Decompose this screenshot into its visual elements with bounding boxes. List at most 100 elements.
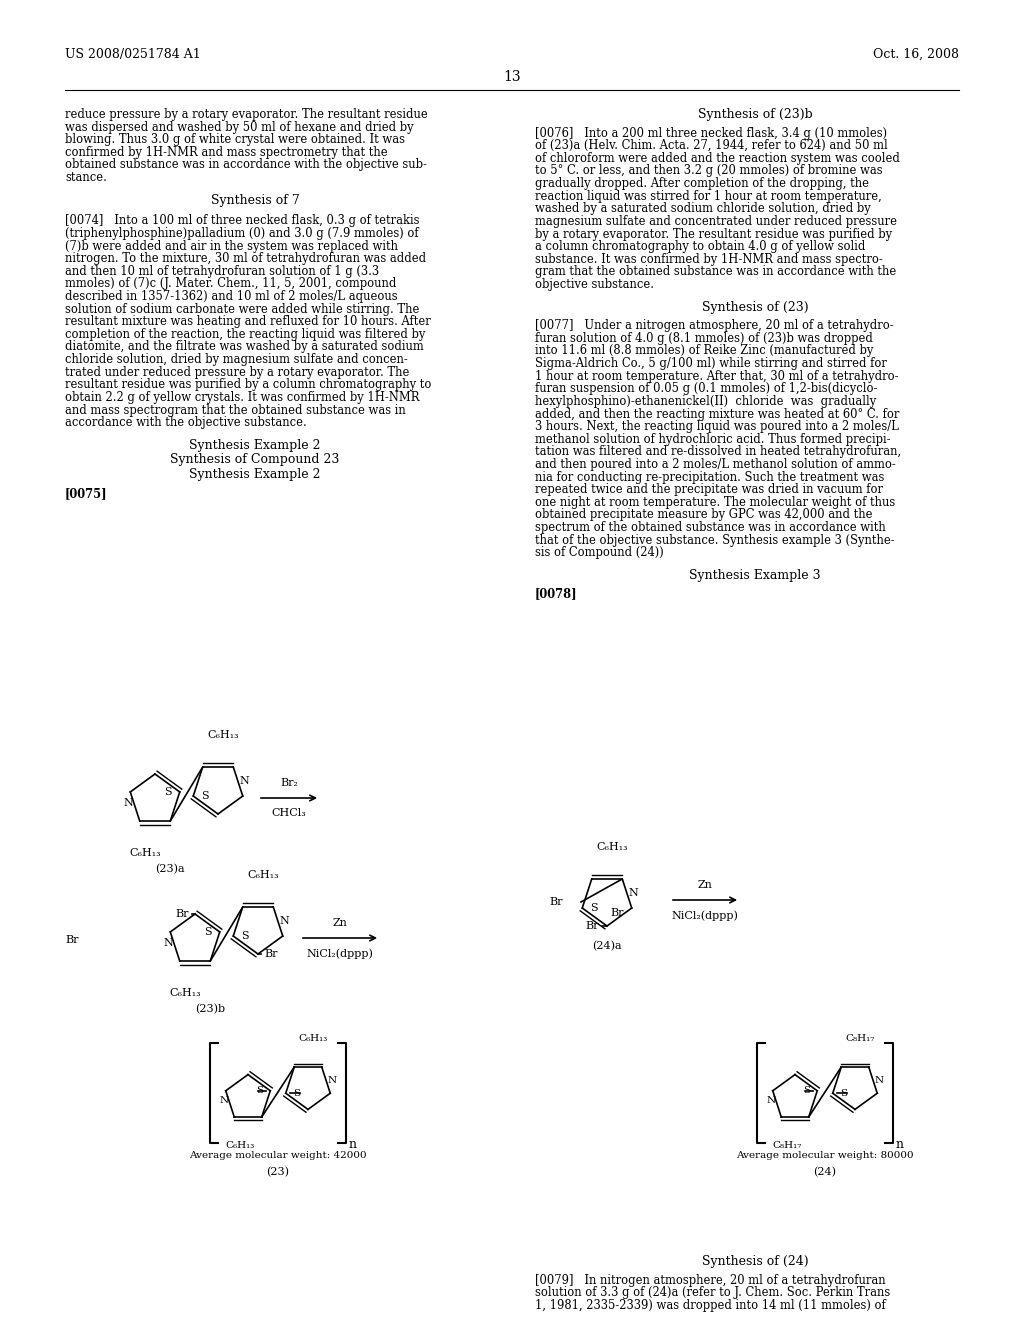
Text: N: N — [240, 776, 250, 785]
Text: magnesium sulfate and concentrated under reduced pressure: magnesium sulfate and concentrated under… — [535, 215, 897, 228]
Text: (23)b: (23)b — [195, 1005, 225, 1014]
Text: C₆H₁₃: C₆H₁₃ — [225, 1142, 255, 1151]
Text: Zn: Zn — [333, 917, 347, 928]
Text: 1 hour at room temperature. After that, 30 ml of a tetrahydro-: 1 hour at room temperature. After that, … — [535, 370, 898, 383]
Text: confirmed by 1H-NMR and mass spectrometry that the: confirmed by 1H-NMR and mass spectrometr… — [65, 145, 388, 158]
Text: Average molecular weight: 80000: Average molecular weight: 80000 — [736, 1151, 913, 1160]
Text: furan solution of 4.0 g (8.1 mmoles) of (23)b was dropped: furan solution of 4.0 g (8.1 mmoles) of … — [535, 331, 872, 345]
Text: (24)a: (24)a — [592, 941, 622, 952]
Text: N: N — [328, 1076, 337, 1085]
Text: (23): (23) — [266, 1167, 290, 1177]
Text: S: S — [840, 1089, 847, 1098]
Text: resultant residue was purified by a column chromatography to: resultant residue was purified by a colu… — [65, 379, 431, 391]
Text: objective substance.: objective substance. — [535, 279, 654, 290]
Text: substance. It was confirmed by 1H-NMR and mass spectro-: substance. It was confirmed by 1H-NMR an… — [535, 252, 883, 265]
Text: hexylphosphino)-ethanenickel(II)  chloride  was  gradually: hexylphosphino)-ethanenickel(II) chlorid… — [535, 395, 877, 408]
Text: N: N — [280, 916, 290, 927]
Text: nitrogen. To the mixture, 30 ml of tetrahydrofuran was added: nitrogen. To the mixture, 30 ml of tetra… — [65, 252, 426, 265]
Text: completion of the reaction, the reacting liquid was filtered by: completion of the reaction, the reacting… — [65, 327, 425, 341]
Text: mmoles) of (7)c (J. Mater. Chem., 11, 5, 2001, compound: mmoles) of (7)c (J. Mater. Chem., 11, 5,… — [65, 277, 396, 290]
Text: [0077]   Under a nitrogen atmosphere, 20 ml of a tetrahydro-: [0077] Under a nitrogen atmosphere, 20 m… — [535, 319, 894, 333]
Text: nia for conducting re-precipitation. Such the treatment was: nia for conducting re-precipitation. Suc… — [535, 471, 885, 483]
Text: Br: Br — [264, 949, 278, 960]
Text: Br: Br — [175, 909, 189, 919]
Text: C₆H₁₃: C₆H₁₃ — [207, 730, 239, 741]
Text: S: S — [803, 1086, 810, 1096]
Text: Br: Br — [65, 935, 79, 945]
Text: n: n — [895, 1138, 903, 1151]
Text: C₆H₁₃: C₆H₁₃ — [129, 847, 161, 858]
Text: of chloroform were added and the reaction system was cooled: of chloroform were added and the reactio… — [535, 152, 900, 165]
Text: repeated twice and the precipitate was dried in vacuum for: repeated twice and the precipitate was d… — [535, 483, 883, 496]
Text: accordance with the objective substance.: accordance with the objective substance. — [65, 416, 307, 429]
Text: washed by a saturated sodium chloride solution, dried by: washed by a saturated sodium chloride so… — [535, 202, 870, 215]
Text: Zn: Zn — [697, 880, 713, 890]
Text: to 5° C. or less, and then 3.2 g (20 mmoles) of bromine was: to 5° C. or less, and then 3.2 g (20 mmo… — [535, 165, 883, 177]
Text: N: N — [164, 939, 173, 948]
Text: C₈H₁₇: C₈H₁₇ — [772, 1142, 802, 1151]
Text: spectrum of the obtained substance was in accordance with: spectrum of the obtained substance was i… — [535, 521, 886, 535]
Text: sis of Compound (24)): sis of Compound (24)) — [535, 546, 664, 560]
Text: [0075]: [0075] — [65, 487, 108, 500]
Text: Synthesis of (24): Synthesis of (24) — [701, 1255, 808, 1269]
Text: added, and then the reacting mixture was heated at 60° C. for: added, and then the reacting mixture was… — [535, 408, 899, 421]
Text: Synthesis of (23)b: Synthesis of (23)b — [697, 108, 812, 121]
Text: C₆H₁₃: C₆H₁₃ — [298, 1034, 328, 1043]
Text: 1, 1981, 2335-2339) was dropped into 14 ml (11 mmoles) of: 1, 1981, 2335-2339) was dropped into 14 … — [535, 1299, 886, 1312]
Text: reaction liquid was stirred for 1 hour at room temperature,: reaction liquid was stirred for 1 hour a… — [535, 190, 882, 203]
Text: N: N — [219, 1096, 228, 1105]
Text: Synthesis of (23): Synthesis of (23) — [701, 301, 808, 314]
Text: [0076]   Into a 200 ml three necked flask, 3.4 g (10 mmoles): [0076] Into a 200 ml three necked flask,… — [535, 127, 887, 140]
Text: of (23)a (Helv. Chim. Acta. 27, 1944, refer to 624) and 50 ml: of (23)a (Helv. Chim. Acta. 27, 1944, re… — [535, 139, 888, 152]
Text: a column chromatography to obtain 4.0 g of yellow solid: a column chromatography to obtain 4.0 g … — [535, 240, 865, 253]
Text: by a rotary evaporator. The resultant residue was purified by: by a rotary evaporator. The resultant re… — [535, 227, 892, 240]
Text: C₆H₁₃: C₆H₁₃ — [596, 842, 628, 851]
Text: into 11.6 ml (8.8 mmoles) of Reike Zinc (manufactured by: into 11.6 ml (8.8 mmoles) of Reike Zinc … — [535, 345, 873, 358]
Text: diatomite, and the filtrate was washed by a saturated sodium: diatomite, and the filtrate was washed b… — [65, 341, 424, 354]
Text: and then poured into a 2 moles/L methanol solution of ammo-: and then poured into a 2 moles/L methano… — [535, 458, 896, 471]
Text: one night at room temperature. The molecular weight of thus: one night at room temperature. The molec… — [535, 496, 895, 510]
Text: Synthesis of 7: Synthesis of 7 — [211, 194, 299, 207]
Text: that of the objective substance. Synthesis example 3 (Synthe-: that of the objective substance. Synthes… — [535, 533, 895, 546]
Text: and then 10 ml of tetrahydrofuran solution of 1 g (3.3: and then 10 ml of tetrahydrofuran soluti… — [65, 265, 379, 277]
Text: Synthesis Example 3: Synthesis Example 3 — [689, 569, 821, 582]
Text: described in 1357-1362) and 10 ml of 2 moles/L aqueous: described in 1357-1362) and 10 ml of 2 m… — [65, 290, 397, 304]
Text: Synthesis Example 2: Synthesis Example 2 — [189, 438, 321, 451]
Text: NiCl₂(dppp): NiCl₂(dppp) — [672, 909, 738, 920]
Text: Synthesis Example 2: Synthesis Example 2 — [189, 469, 321, 480]
Text: [0079]   In nitrogen atmosphere, 20 ml of a tetrahydrofuran: [0079] In nitrogen atmosphere, 20 ml of … — [535, 1274, 886, 1287]
Text: blowing. Thus 3.0 g of white crystal were obtained. It was: blowing. Thus 3.0 g of white crystal wer… — [65, 133, 406, 147]
Text: S: S — [293, 1089, 300, 1098]
Text: obtained substance was in accordance with the objective sub-: obtained substance was in accordance wit… — [65, 158, 427, 172]
Text: Br₂: Br₂ — [280, 777, 298, 788]
Text: (7)b were added and air in the system was replaced with: (7)b were added and air in the system wa… — [65, 239, 398, 252]
Text: obtained precipitate measure by GPC was 42,000 and the: obtained precipitate measure by GPC was … — [535, 508, 872, 521]
Text: stance.: stance. — [65, 172, 106, 183]
Text: reduce pressure by a rotary evaporator. The resultant residue: reduce pressure by a rotary evaporator. … — [65, 108, 428, 121]
Text: n: n — [348, 1138, 356, 1151]
Text: S: S — [256, 1086, 263, 1096]
Text: S: S — [590, 903, 598, 913]
Text: NiCl₂(dppp): NiCl₂(dppp) — [306, 948, 374, 958]
Text: Sigma-Aldrich Co., 5 g/100 ml) while stirring and stirred for: Sigma-Aldrich Co., 5 g/100 ml) while sti… — [535, 358, 887, 370]
Text: solution of 3.3 g of (24)a (refer to J. Chem. Soc. Perkin Trans: solution of 3.3 g of (24)a (refer to J. … — [535, 1286, 890, 1299]
Text: obtain 2.2 g of yellow crystals. It was confirmed by 1H-NMR: obtain 2.2 g of yellow crystals. It was … — [65, 391, 420, 404]
Text: Oct. 16, 2008: Oct. 16, 2008 — [873, 48, 959, 61]
Text: S: S — [242, 931, 249, 941]
Text: gram that the obtained substance was in accordance with the: gram that the obtained substance was in … — [535, 265, 896, 279]
Text: furan suspension of 0.05 g (0.1 mmoles) of 1,2-bis(dicyclo-: furan suspension of 0.05 g (0.1 mmoles) … — [535, 383, 878, 395]
Text: resultant mixture was heating and refluxed for 10 hours. After: resultant mixture was heating and reflux… — [65, 315, 431, 329]
Text: Br: Br — [610, 908, 624, 917]
Text: methanol solution of hydrochloric acid. Thus formed precipi-: methanol solution of hydrochloric acid. … — [535, 433, 891, 446]
Text: N: N — [124, 799, 133, 808]
Text: solution of sodium carbonate were added while stirring. The: solution of sodium carbonate were added … — [65, 302, 420, 315]
Text: Br: Br — [586, 921, 599, 931]
Text: and mass spectrogram that the obtained substance was in: and mass spectrogram that the obtained s… — [65, 404, 406, 417]
Text: N: N — [629, 888, 639, 898]
Text: 3 hours. Next, the reacting liquid was poured into a 2 moles/L: 3 hours. Next, the reacting liquid was p… — [535, 420, 899, 433]
Text: C₆H₁₃: C₆H₁₃ — [247, 870, 279, 880]
Text: [0074]   Into a 100 ml of three necked flask, 0.3 g of tetrakis: [0074] Into a 100 ml of three necked fla… — [65, 214, 420, 227]
Text: chloride solution, dried by magnesium sulfate and concen-: chloride solution, dried by magnesium su… — [65, 352, 408, 366]
Text: gradually dropped. After completion of the dropping, the: gradually dropped. After completion of t… — [535, 177, 869, 190]
Text: S: S — [164, 787, 172, 797]
